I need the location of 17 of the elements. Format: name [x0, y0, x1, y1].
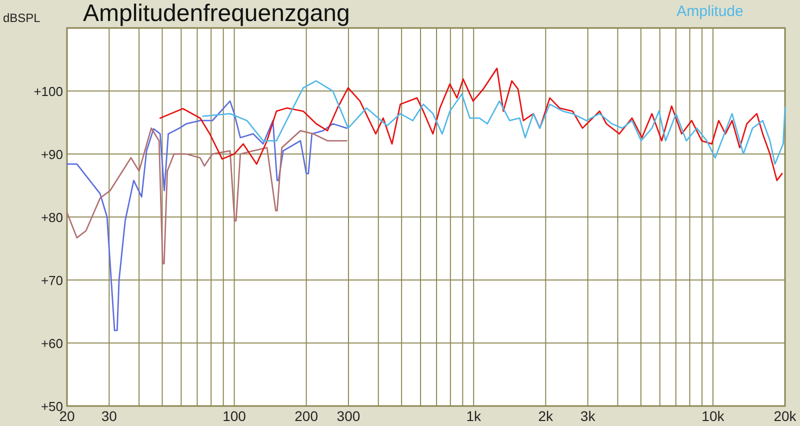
y-axis-title: dBSPL	[3, 11, 41, 25]
y-tick-label: +70	[40, 273, 63, 288]
y-tick-label: +80	[40, 210, 63, 225]
x-tick-label: 200	[294, 408, 318, 424]
x-tick-label: 1k	[466, 408, 482, 424]
y-tick-label: +60	[40, 336, 63, 351]
y-tick-label: +100	[34, 84, 63, 99]
x-tick-label: 20k	[774, 408, 798, 424]
y-tick-label: +90	[40, 147, 63, 162]
x-tick-label: 100	[222, 408, 246, 424]
text: Amplitude	[676, 3, 744, 20]
x-tick-label: 3k	[580, 408, 596, 424]
x-tick-label: 30	[101, 408, 118, 424]
x-tick-label: 300	[336, 408, 360, 424]
x-tick-label: 2k	[538, 408, 554, 424]
x-tick-label: 10k	[702, 408, 726, 424]
chart-title: Amplitudenfrequenzgang	[83, 0, 350, 27]
